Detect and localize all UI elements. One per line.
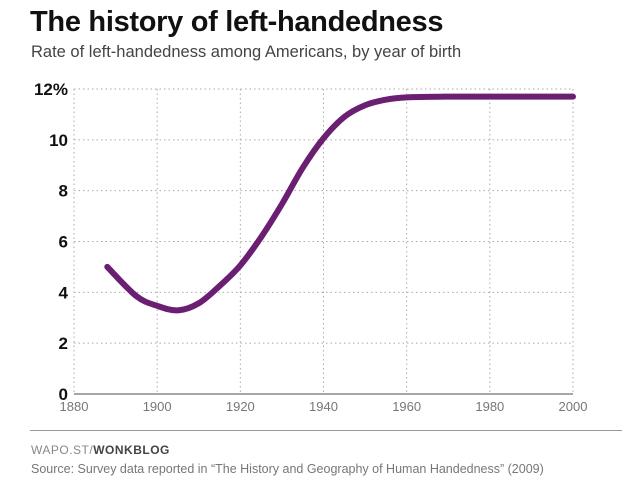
x-tick-label: 1880 bbox=[60, 399, 89, 414]
y-tick-label: 2 bbox=[59, 334, 68, 353]
chart-title: The history of left-handedness bbox=[30, 6, 444, 38]
x-tick-label: 1980 bbox=[475, 399, 504, 414]
chart-subtitle: Rate of left-handedness among Americans,… bbox=[31, 43, 462, 61]
y-tick-label: 8 bbox=[59, 182, 68, 201]
series-line bbox=[104, 93, 576, 314]
y-tick-label: 0 bbox=[59, 385, 68, 404]
y-tick-label: 4 bbox=[59, 283, 69, 302]
credit-brand: WONKBLOG bbox=[93, 443, 170, 457]
x-tick-label: 1920 bbox=[226, 399, 255, 414]
source-note: Source: Survey data reported in “The His… bbox=[31, 462, 544, 476]
x-tick-label: 1960 bbox=[392, 399, 421, 414]
x-tick-label: 1940 bbox=[309, 399, 338, 414]
line-chart: 0 2 4 6 8 10 12% 1880 1900 1920 1940 1960 1980 2000 bbox=[34, 80, 588, 414]
x-tick-label: 2000 bbox=[559, 399, 588, 414]
y-tick-label: 12% bbox=[34, 80, 68, 99]
credit: WAPO.ST/WONKBLOG bbox=[31, 443, 170, 457]
y-tick-label: 10 bbox=[49, 131, 68, 150]
y-tick-label: 6 bbox=[59, 233, 68, 252]
footer-divider bbox=[30, 430, 622, 431]
x-tick-label: 1900 bbox=[143, 399, 172, 414]
credit-prefix: WAPO.ST/ bbox=[31, 443, 94, 457]
